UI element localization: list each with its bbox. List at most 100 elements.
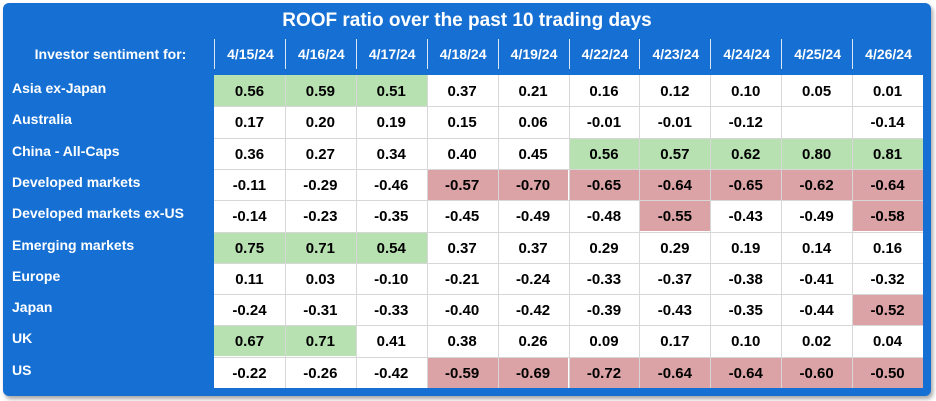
row-label: Emerging markets (12, 236, 135, 253)
column-header: 4/26/24 (852, 39, 924, 69)
table-cell: -0.49 (515, 208, 551, 226)
table-cell: -0.35 (728, 302, 763, 320)
table-cell: -0.59 (426, 356, 498, 388)
table-cell: -0.37 (657, 270, 692, 288)
table-cell: -0.45 (445, 208, 480, 226)
table-cell: 0.12 (660, 83, 690, 100)
table-cell: 0.15 (447, 114, 477, 132)
table-cell: -0.01 (657, 114, 692, 132)
table-cell: 0.29 (589, 239, 619, 257)
table-cell: -0.40 (445, 302, 480, 320)
row-label: Asia ex-Japan (12, 80, 107, 96)
table-cell: 0.17 (660, 333, 690, 351)
table-cell: -0.12 (728, 114, 763, 132)
column-header: 4/18/24 (426, 39, 499, 69)
table-cell: 0.51 (355, 75, 427, 106)
table-cell: -0.43 (728, 208, 763, 226)
table-cell: 0.38 (447, 333, 477, 351)
table-cell: -0.23 (303, 208, 338, 226)
grid-line (214, 231, 923, 233)
table-cell: 0.45 (518, 145, 548, 163)
table-cell: 0.19 (731, 239, 761, 257)
data-grid: 0.56 0.59 0.51 0.37 0.21 0.16 0.12 0.10 0.05 0.01… (214, 75, 923, 388)
table-cell: -0.32 (870, 270, 905, 288)
table-cell: 0.06 (518, 114, 548, 132)
grid-line (214, 262, 923, 264)
grid-line (214, 294, 923, 296)
column-header: 4/23/24 (639, 39, 711, 69)
table-cell: -0.01 (586, 114, 622, 132)
row-label: Japan (12, 299, 53, 316)
table-cell: -0.65 (568, 168, 640, 200)
table-cell: 0.09 (589, 333, 619, 351)
table-cell: -0.35 (374, 208, 409, 226)
column-header: 4/17/24 (355, 39, 428, 69)
table-cell: -0.62 (781, 168, 853, 200)
table-cell: -0.14 (232, 208, 267, 226)
table-cell: -0.26 (303, 364, 338, 382)
table-cell: -0.31 (303, 302, 338, 320)
table-cell: 0.21 (518, 83, 548, 100)
table-cell: 0.02 (802, 333, 832, 351)
table-cell: 0.11 (235, 270, 264, 288)
table-cell: -0.50 (852, 356, 923, 388)
table-cell: 0.56 (214, 75, 285, 106)
column-header: 4/19/24 (497, 39, 570, 69)
table-cell: 0.41 (376, 333, 406, 351)
table-cell: 0.54 (355, 231, 427, 263)
table-cell: 0.36 (234, 145, 265, 163)
table-cell: -0.14 (870, 114, 905, 132)
table-cell: 0.14 (802, 239, 832, 257)
table-cell: -0.57 (426, 168, 498, 200)
table-cell: 0.75 (214, 231, 285, 263)
table-cell: -0.38 (728, 270, 763, 288)
table-cell: -0.60 (781, 356, 853, 388)
table-cell: -0.33 (586, 270, 622, 288)
table-cell: -0.64 (639, 356, 711, 388)
table-cell: -0.39 (586, 302, 622, 320)
table-frame: ROOF ratio over the past 10 trading days… (3, 3, 931, 396)
grid-line (214, 106, 923, 108)
table-cell: -0.29 (303, 176, 338, 194)
row-label: Europe (12, 267, 61, 284)
table-cell: -0.48 (586, 208, 622, 226)
table-cell: -0.72 (568, 356, 640, 388)
table-cell: 0.34 (376, 145, 406, 163)
table-cell: 0.10 (731, 83, 761, 100)
table-cell: 0.04 (872, 333, 903, 351)
table-cell: -0.11 (232, 176, 267, 194)
table-cell: 0.56 (568, 137, 640, 169)
table-cell: 0.37 (518, 239, 548, 257)
table-cell: 0.16 (872, 239, 903, 257)
table-cell: 0.81 (852, 137, 923, 169)
table-cell: -0.65 (710, 168, 782, 200)
table-cell: -0.22 (232, 364, 267, 382)
chart-title: ROOF ratio over the past 10 trading days (282, 10, 652, 31)
table-cell: 0.29 (660, 239, 690, 257)
grid-line (214, 356, 923, 358)
table-cell: -0.46 (374, 176, 409, 194)
row-label: Developed markets (12, 173, 141, 190)
table-cell: -0.42 (515, 302, 551, 320)
row-label: Australia (12, 111, 72, 128)
grid-line (214, 137, 923, 139)
grid-line (214, 325, 923, 327)
row-label: China - All-Caps (12, 142, 120, 159)
table-cell: -0.64 (710, 356, 782, 388)
table-cell: 0.40 (447, 145, 477, 163)
table-cell: -0.21 (445, 270, 480, 288)
table-cell: -0.44 (799, 302, 834, 320)
column-header: 4/22/24 (568, 39, 641, 69)
table-cell: 0.37 (447, 239, 477, 257)
table-cell: -0.24 (232, 302, 267, 320)
table-cell: 0.01 (872, 83, 903, 100)
row-label: UK (12, 330, 33, 347)
table-cell: -0.52 (852, 294, 923, 326)
header-label: Investor sentiment for: (34, 46, 187, 62)
table-cell: -0.58 (852, 200, 923, 232)
table-cell: 0.27 (305, 145, 335, 163)
table-cell: 0.37 (447, 83, 477, 100)
table-cell: -0.70 (497, 168, 569, 200)
table-cell (781, 106, 852, 137)
table-cell: 0.17 (234, 114, 265, 132)
